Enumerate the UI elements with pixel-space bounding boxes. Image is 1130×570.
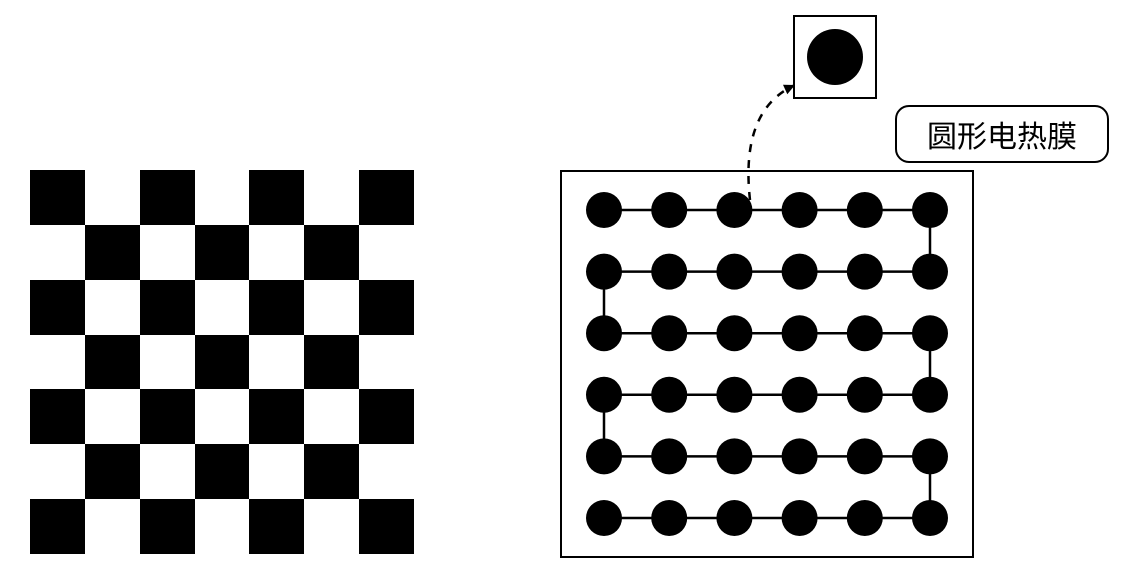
checker-cell [30, 499, 85, 554]
heating-dot [716, 500, 752, 536]
label-text: 圆形电热膜 [927, 112, 1077, 156]
checker-cell [85, 389, 140, 444]
callout-dot-icon [807, 29, 863, 85]
checker-cell [30, 335, 85, 390]
heating-dot [651, 377, 687, 413]
checker-cell [140, 280, 195, 335]
heating-dot [782, 315, 818, 351]
checker-cell [249, 389, 304, 444]
checker-cell [304, 170, 359, 225]
checker-cell [304, 444, 359, 499]
checker-cell [195, 225, 250, 280]
checker-cell [249, 225, 304, 280]
heating-dot [847, 438, 883, 474]
heating-dot [586, 315, 622, 351]
checker-cell [249, 335, 304, 390]
checker-cell [195, 170, 250, 225]
heating-dot [847, 377, 883, 413]
checker-cell [249, 499, 304, 554]
heating-dot [586, 254, 622, 290]
checker-cell [304, 225, 359, 280]
heating-dot [651, 192, 687, 228]
heating-dot [586, 438, 622, 474]
checker-cell [359, 225, 414, 280]
checker-cell [304, 499, 359, 554]
label-box: 圆形电热膜 [895, 105, 1109, 163]
checker-cell [195, 280, 250, 335]
heating-dot [782, 192, 818, 228]
heating-dot [847, 192, 883, 228]
checker-cell [85, 499, 140, 554]
checker-cell [85, 225, 140, 280]
heating-dot [651, 254, 687, 290]
checker-cell [195, 389, 250, 444]
figure-canvas: 圆形电热膜 [0, 0, 1130, 570]
checker-cell [85, 170, 140, 225]
heating-dot [716, 377, 752, 413]
heating-dot [586, 377, 622, 413]
heating-dot [912, 315, 948, 351]
checker-cell [195, 499, 250, 554]
heating-dot [716, 315, 752, 351]
checker-cell [85, 444, 140, 499]
checker-cell [140, 444, 195, 499]
heating-dot [782, 438, 818, 474]
heating-dot [651, 500, 687, 536]
checker-cell [30, 170, 85, 225]
checker-cell [195, 335, 250, 390]
checker-cell [140, 225, 195, 280]
heating-dot [716, 438, 752, 474]
checker-cell [249, 280, 304, 335]
checker-cell [359, 499, 414, 554]
heating-dot [586, 500, 622, 536]
heating-dot [912, 254, 948, 290]
checker-cell [30, 225, 85, 280]
heating-dot [716, 192, 752, 228]
checker-cell [359, 389, 414, 444]
checkerboard [30, 170, 414, 554]
heating-dot [782, 377, 818, 413]
checker-cell [30, 389, 85, 444]
heating-dot [716, 254, 752, 290]
checker-cell [304, 280, 359, 335]
heating-dot [847, 254, 883, 290]
checker-cell [359, 170, 414, 225]
heating-dot [912, 438, 948, 474]
checker-cell [359, 280, 414, 335]
checker-cell [30, 444, 85, 499]
checker-cell [304, 335, 359, 390]
checker-cell [249, 170, 304, 225]
checker-cell [140, 389, 195, 444]
checker-cell [30, 280, 85, 335]
heating-dot [651, 315, 687, 351]
checker-cell [85, 335, 140, 390]
heating-dot [651, 438, 687, 474]
callout-box [793, 15, 877, 99]
dot-grid-plate [560, 170, 974, 558]
dot-grid-svg [562, 172, 972, 556]
heating-dot [782, 254, 818, 290]
heating-dot [586, 192, 622, 228]
checker-cell [140, 170, 195, 225]
checker-cell [195, 444, 250, 499]
checker-cell [249, 444, 304, 499]
heating-dot [912, 500, 948, 536]
checker-cell [359, 444, 414, 499]
checker-cell [140, 335, 195, 390]
heating-dot [847, 315, 883, 351]
heating-dot [912, 377, 948, 413]
checker-cell [304, 389, 359, 444]
checker-cell [359, 335, 414, 390]
heating-dot [782, 500, 818, 536]
checker-cell [140, 499, 195, 554]
heating-dot [847, 500, 883, 536]
checker-cell [85, 280, 140, 335]
heating-dot [912, 192, 948, 228]
serpentine-wire [604, 210, 930, 518]
